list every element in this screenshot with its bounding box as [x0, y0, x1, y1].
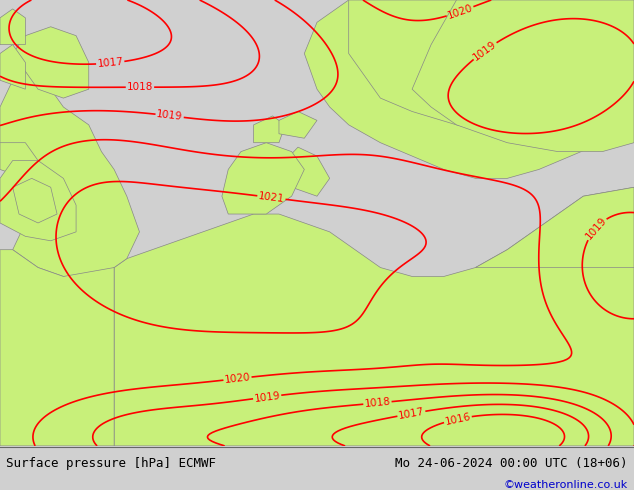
- Polygon shape: [304, 0, 634, 178]
- Text: 1020: 1020: [446, 2, 474, 21]
- Text: 1021: 1021: [257, 191, 285, 204]
- Text: 1019: 1019: [254, 391, 281, 404]
- Polygon shape: [476, 187, 634, 268]
- Polygon shape: [114, 187, 634, 446]
- Polygon shape: [222, 143, 304, 214]
- Polygon shape: [279, 112, 317, 138]
- Text: ©weatheronline.co.uk: ©weatheronline.co.uk: [503, 480, 628, 490]
- Polygon shape: [285, 147, 330, 196]
- Text: Surface pressure [hPa] ECMWF: Surface pressure [hPa] ECMWF: [6, 457, 216, 470]
- Polygon shape: [412, 0, 634, 151]
- Polygon shape: [0, 9, 25, 45]
- Text: 1019: 1019: [156, 109, 183, 122]
- Text: 1017: 1017: [398, 406, 425, 421]
- Text: 1019: 1019: [471, 39, 498, 63]
- Text: 1016: 1016: [444, 412, 472, 427]
- Polygon shape: [0, 161, 76, 241]
- Text: 1017: 1017: [96, 57, 124, 69]
- Polygon shape: [0, 250, 114, 446]
- Polygon shape: [254, 116, 285, 143]
- Polygon shape: [13, 27, 89, 98]
- Polygon shape: [0, 45, 25, 89]
- Polygon shape: [0, 72, 139, 276]
- Text: Mo 24-06-2024 00:00 UTC (18+06): Mo 24-06-2024 00:00 UTC (18+06): [395, 457, 628, 470]
- Polygon shape: [349, 0, 634, 143]
- Polygon shape: [13, 178, 57, 223]
- Text: 1018: 1018: [127, 82, 153, 92]
- Text: 1019: 1019: [583, 215, 608, 242]
- Polygon shape: [0, 143, 38, 178]
- Text: 1020: 1020: [224, 372, 251, 385]
- Text: 1018: 1018: [364, 397, 391, 409]
